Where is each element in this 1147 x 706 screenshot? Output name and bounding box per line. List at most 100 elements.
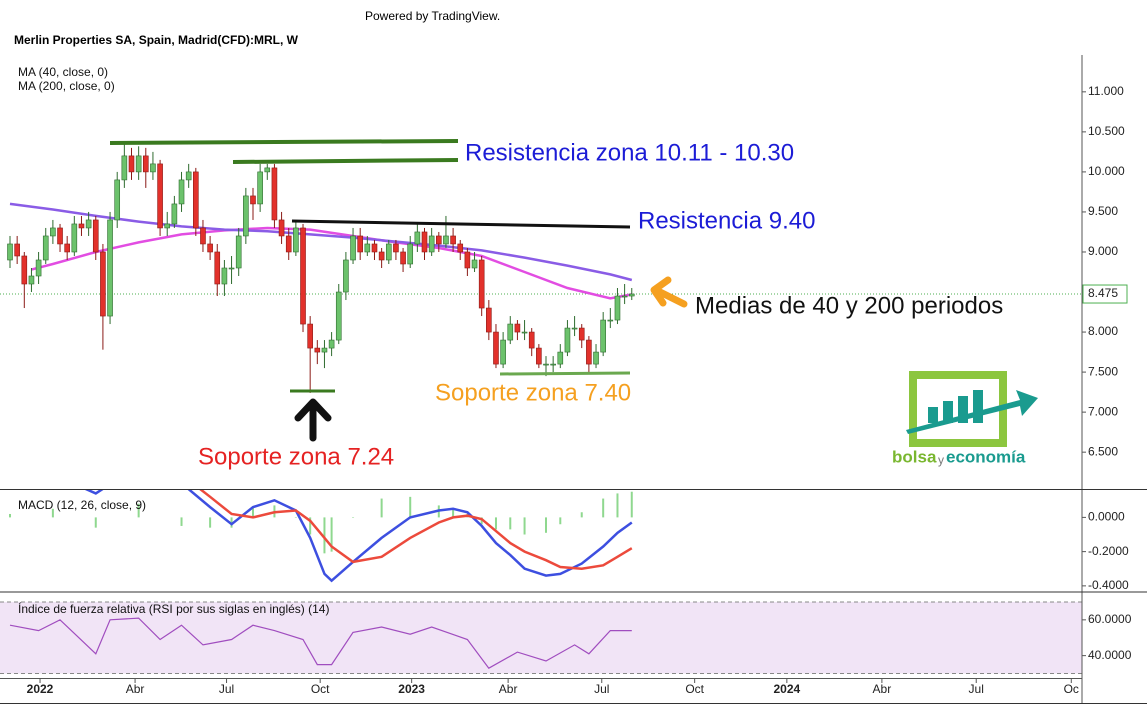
candle-body	[171, 203, 178, 225]
macd-line	[84, 490, 633, 583]
candle-body	[185, 171, 192, 181]
arrow	[650, 276, 688, 308]
candle-body	[528, 331, 535, 349]
rsi-line	[9, 617, 632, 669]
y-tick-label: 10.500	[1088, 124, 1125, 138]
histogram-bar	[180, 517, 183, 526]
powered-by: Powered by TradingView.	[365, 9, 500, 23]
histogram-bar	[209, 517, 212, 528]
candle-body	[7, 243, 13, 261]
candle-body	[200, 227, 206, 245]
x-tick-label: Oc	[1064, 682, 1079, 696]
candle-body	[586, 339, 592, 365]
candle-body	[42, 235, 49, 261]
candle-body	[114, 179, 121, 221]
candle-body	[207, 243, 213, 253]
candle-body	[50, 227, 56, 237]
candle-body	[228, 267, 235, 270]
candle-body	[14, 243, 20, 257]
histogram-bar	[330, 517, 333, 552]
candle-body	[21, 255, 28, 285]
candle-body	[142, 155, 149, 173]
candle-body	[471, 259, 478, 269]
histogram-bar	[545, 517, 548, 533]
candle-body	[257, 171, 263, 205]
x-tick-label: 2022	[27, 682, 54, 696]
candle-body	[500, 339, 506, 365]
y-tick-label: 9.500	[1088, 204, 1118, 218]
macd-title: MACD (12, 26, close, 9)	[18, 498, 146, 512]
y-tick-label: -0.2000	[1088, 544, 1129, 558]
macd-line	[199, 490, 633, 570]
candle-body	[214, 251, 221, 285]
last-price-box	[1082, 284, 1128, 304]
logo-bar	[943, 401, 953, 423]
x-tick-label: Oct	[685, 682, 704, 696]
candle-body	[321, 347, 328, 353]
candle-body	[314, 347, 321, 353]
histogram-bar	[380, 498, 383, 518]
x-tick-label: Jul	[594, 682, 609, 696]
y-tick-label: 8.000	[1088, 324, 1118, 338]
histogram-bar	[309, 517, 312, 535]
y-tick-label: 60.0000	[1088, 612, 1132, 626]
histogram-bar	[509, 517, 512, 530]
candle-body	[357, 235, 363, 253]
histogram-bar	[523, 517, 526, 535]
candle-body	[285, 235, 292, 253]
candle-body	[135, 155, 142, 173]
candle-body	[293, 227, 299, 253]
candle-body	[536, 347, 542, 365]
candle-body	[628, 293, 635, 297]
candle-body	[450, 235, 456, 245]
y-tick-label: 11.000	[1088, 84, 1124, 98]
candle-body	[107, 219, 113, 317]
histogram-bar	[452, 508, 455, 518]
x-tick-label: Abr	[873, 682, 892, 696]
histogram-bar	[494, 517, 497, 530]
histogram-bar	[294, 517, 297, 518]
logo-bar	[928, 407, 938, 423]
candle-body	[121, 155, 128, 181]
histogram-bar	[51, 508, 54, 518]
y-tick-label: 9.000	[1088, 244, 1118, 258]
y-tick-label: 7.500	[1088, 364, 1118, 378]
candle-body	[457, 243, 464, 253]
candle-body	[157, 163, 163, 229]
rsi-title: Índice de fuerza relativa (RSI por sus s…	[18, 601, 329, 616]
candle-body	[221, 267, 228, 285]
last-price-label: 8.475	[1088, 286, 1118, 300]
y-tick-label: 40.0000	[1088, 648, 1132, 662]
annotation: Soporte zona 7.40	[435, 379, 631, 406]
candle-body	[164, 223, 171, 229]
price-plot	[0, 143, 1082, 393]
candle-body	[335, 291, 342, 341]
logo-arrow	[906, 390, 1038, 434]
drawings	[109, 139, 688, 442]
candle-body	[478, 259, 485, 309]
candle-body	[271, 167, 278, 221]
candle-body	[64, 243, 70, 253]
candle-body	[235, 235, 242, 269]
histogram-bar	[352, 517, 355, 518]
histogram-bar	[251, 507, 254, 518]
candle-body	[521, 331, 528, 334]
candle-body	[593, 351, 599, 365]
annotation: Soporte zona 7.24	[198, 443, 394, 470]
plot-layer: 6.5007.0007.5008.0008.5009.0009.50010.00…	[0, 84, 1132, 696]
candle-body	[407, 243, 414, 265]
histogram-bar	[630, 491, 633, 518]
candle-body	[436, 235, 442, 245]
candle-body	[85, 219, 92, 229]
x-tick-label: 2023	[398, 682, 425, 696]
candle-body	[393, 243, 399, 253]
candle-body	[307, 323, 313, 349]
candle-body	[550, 363, 556, 366]
candle-body	[71, 223, 78, 253]
annotation: Resistencia 9.40	[638, 207, 815, 234]
candle-body	[300, 227, 306, 325]
histogram-bar	[230, 517, 233, 528]
candle-body	[614, 295, 621, 321]
candle-body	[564, 327, 571, 353]
